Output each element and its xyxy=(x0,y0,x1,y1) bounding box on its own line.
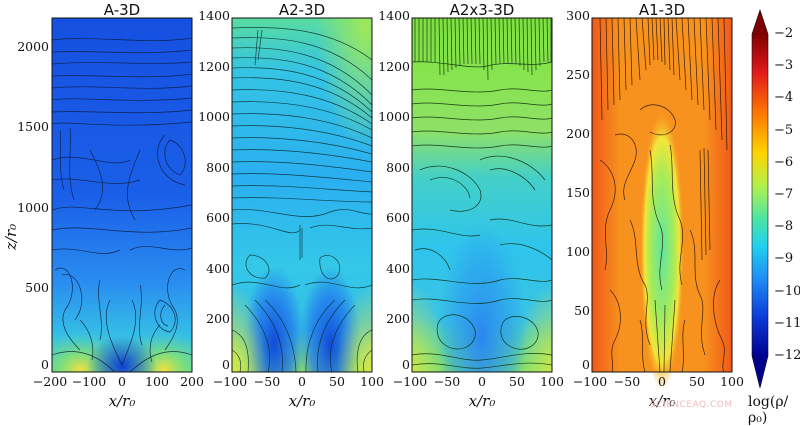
figure-canvas xyxy=(51,9,769,390)
ytick: 600 xyxy=(206,210,230,225)
colorbar xyxy=(751,9,769,389)
colorbar-tick: −11 xyxy=(774,316,800,331)
ytick: 1000 xyxy=(17,200,49,215)
panel-title-a1-3d: A1-3D xyxy=(638,1,686,19)
streamlines xyxy=(412,18,552,369)
panel-a-3d xyxy=(51,17,193,373)
xtick: −200 xyxy=(32,374,68,389)
panel-title-a2x3-3d: A2x3-3D xyxy=(449,1,515,19)
ytick: 0 xyxy=(222,357,230,372)
ytick: 1000 xyxy=(378,109,410,124)
colorbar-label: log(ρ/ρ₀) xyxy=(748,394,789,426)
ytick: 800 xyxy=(206,160,230,175)
ytick: 200 xyxy=(206,311,230,326)
x-axis-label: x/r₀ xyxy=(648,392,676,410)
streamlines xyxy=(232,27,372,372)
panel-title-a2-3d: A2-3D xyxy=(278,1,326,19)
ytick: 150 xyxy=(566,185,590,200)
ytick: 1500 xyxy=(17,119,49,134)
xtick: 0 xyxy=(118,374,126,389)
colorbar-tick: −12 xyxy=(774,348,800,363)
ytick: 0 xyxy=(582,357,590,372)
ytick: 400 xyxy=(206,261,230,276)
x-axis-label: x/r₀ xyxy=(468,392,496,410)
panel-title-a-3d: A-3D xyxy=(103,1,141,19)
ytick: 500 xyxy=(25,280,49,295)
ytick: 300 xyxy=(566,8,590,23)
colorbar-tick: −9 xyxy=(774,251,794,266)
colorbar-tick: −7 xyxy=(774,187,794,202)
xtick: −50 xyxy=(433,374,461,389)
colorbar-tick: −2 xyxy=(774,26,794,41)
colorbar-tick: −5 xyxy=(774,123,794,138)
ytick: 0 xyxy=(402,357,410,372)
xtick: 0 xyxy=(658,374,666,389)
xtick: 100 xyxy=(720,374,744,389)
y-axis-label: z/r₀ xyxy=(2,223,20,250)
ytick: 1400 xyxy=(378,8,410,23)
streamlines xyxy=(52,37,192,372)
panel-a2-3d xyxy=(231,17,373,373)
xtick: −100 xyxy=(212,374,248,389)
xtick: −100 xyxy=(572,374,608,389)
xtick: 100 xyxy=(540,374,564,389)
ytick: 200 xyxy=(386,311,410,326)
colorbar-tick: −8 xyxy=(774,219,794,234)
xtick: 100 xyxy=(145,374,169,389)
ytick: 600 xyxy=(386,210,410,225)
ytick: 800 xyxy=(386,160,410,175)
x-axis-label: x/r₀ xyxy=(288,392,316,410)
ytick: 1200 xyxy=(198,59,230,74)
panel-a2x3-3d xyxy=(411,17,553,373)
colorbar-tick: −10 xyxy=(774,284,800,299)
xtick: 100 xyxy=(360,374,384,389)
panel-a1-3d xyxy=(591,17,733,390)
colorbar-tick: −4 xyxy=(774,90,794,105)
xtick: −50 xyxy=(253,374,281,389)
ytick: 200 xyxy=(566,126,590,141)
xtick: 200 xyxy=(180,374,204,389)
colorbar-tick: −6 xyxy=(774,155,794,170)
xtick: −100 xyxy=(392,374,428,389)
ytick: 250 xyxy=(566,67,590,82)
ytick: 50 xyxy=(574,303,590,318)
ytick: 2000 xyxy=(17,39,49,54)
xtick: −50 xyxy=(613,374,641,389)
xtick: 50 xyxy=(689,374,705,389)
xtick: 50 xyxy=(329,374,345,389)
streamlines xyxy=(599,18,728,372)
ytick: 400 xyxy=(386,261,410,276)
ytick: 0 xyxy=(41,357,49,372)
ytick: 1000 xyxy=(198,109,230,124)
ytick: 100 xyxy=(566,244,590,259)
colorbar-tick: −3 xyxy=(774,58,794,73)
xtick: 0 xyxy=(478,374,486,389)
ytick: 1400 xyxy=(198,8,230,23)
xtick: −100 xyxy=(71,374,107,389)
x-axis-label: x/r₀ xyxy=(108,392,136,410)
watermark: SCIENCEAQ.COM xyxy=(650,400,733,410)
xtick: 0 xyxy=(298,374,306,389)
xtick: 50 xyxy=(509,374,525,389)
ytick: 1200 xyxy=(378,59,410,74)
